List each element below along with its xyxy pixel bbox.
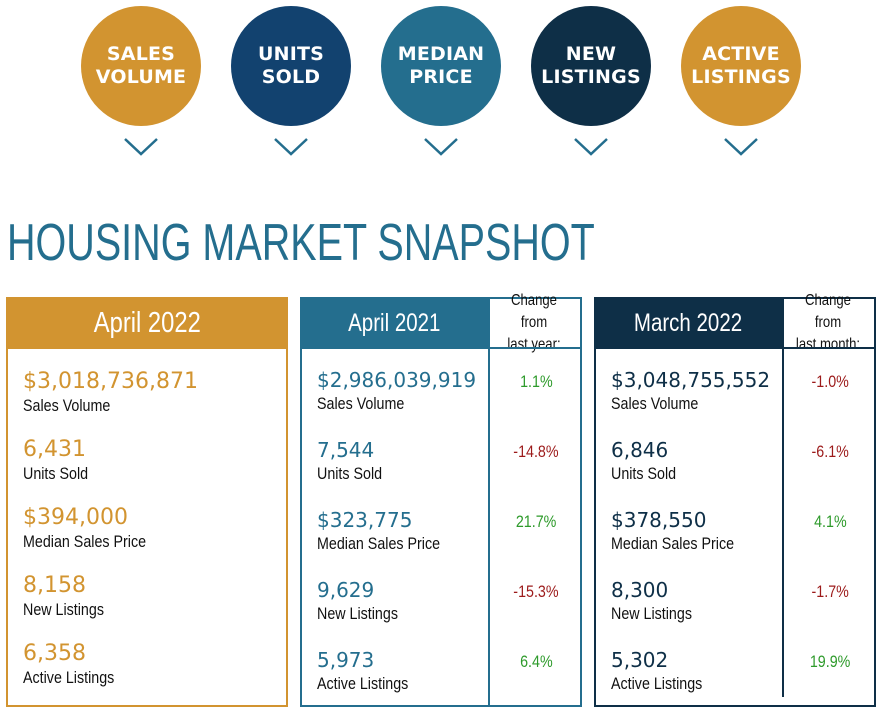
current-period-panel: April 2022 $3,018,736,871 Sales Volume 6…	[6, 297, 288, 707]
stat-label: New Listings	[611, 604, 692, 623]
column-divider	[782, 299, 784, 697]
change-units-sold: -6.1%	[784, 441, 876, 463]
prior-year-stat-active-listings: 5,973 Active Listings	[317, 647, 577, 707]
prior-year-panel: April 2021 Change from last year: $2,986…	[300, 292, 582, 707]
change-value: -6.1%	[811, 442, 849, 461]
chevron-down-icon	[123, 136, 159, 158]
prior-year-stat-new-listings: 9,629 New Listings	[317, 577, 577, 637]
change-units-sold: -14.8%	[490, 441, 582, 463]
stat-label: Active Listings	[611, 674, 703, 693]
change-value: 1.1%	[519, 372, 553, 391]
change-median-price: 4.1%	[784, 511, 876, 533]
prior-month-stat-new-listings: 8,300 New Listings	[611, 577, 871, 637]
change-sales-volume: -1.0%	[784, 371, 876, 393]
change-new-listings: -15.3%	[490, 581, 582, 603]
prior-month-stat-sales-volume: $3,048,755,552 Sales Volume	[611, 367, 871, 427]
stat-label: Median Sales Price	[23, 532, 147, 551]
category-circle: SALES VOLUME	[81, 6, 201, 126]
stat-value: 6,431	[23, 437, 86, 462]
stat-value: $378,550	[611, 508, 707, 532]
prior-month-period-label: March 2022	[633, 308, 743, 337]
stat-value: $394,000	[23, 505, 128, 530]
chevron-down-icon	[573, 136, 609, 158]
change-value: 6.4%	[519, 652, 553, 671]
chevron-down-icon	[273, 136, 309, 158]
chevron-down-icon	[423, 136, 459, 158]
change-value: 19.9%	[809, 652, 851, 671]
change-from-last-year-header: Change from last year:	[488, 292, 580, 353]
prior-month-stat-active-listings: 5,302 Active Listings	[611, 647, 871, 707]
stat-label: New Listings	[23, 600, 104, 619]
change-active-listings: 6.4%	[490, 651, 582, 673]
current-stat-sales-volume: $3,018,736,871 Sales Volume	[23, 369, 283, 429]
current-stat-active-listings: 6,358 Active Listings	[23, 641, 283, 701]
stat-value: 8,158	[23, 573, 86, 598]
category-median-price: MEDIAN PRICE	[381, 6, 503, 160]
change-value: 4.1%	[813, 512, 847, 531]
stat-label: Median Sales Price	[611, 534, 735, 553]
category-circle: MEDIAN PRICE	[381, 6, 501, 126]
category-circle: UNITS SOLD	[231, 6, 351, 126]
header-divider	[488, 347, 580, 349]
prior-year-stat-median-price: $323,775 Median Sales Price	[317, 507, 577, 567]
stat-value: 5,302	[611, 648, 669, 672]
chevron-down-icon	[723, 136, 759, 158]
stat-label: Active Listings	[23, 668, 115, 687]
stat-value: 5,973	[317, 648, 375, 672]
change-sales-volume: 1.1%	[490, 371, 582, 393]
stat-label: New Listings	[317, 604, 398, 623]
change-new-listings: -1.7%	[784, 581, 876, 603]
stat-value: 6,846	[611, 438, 669, 462]
stat-value: $3,018,736,871	[23, 369, 198, 394]
category-units-sold: UNITS SOLD	[231, 6, 353, 160]
stat-label: Units Sold	[23, 464, 89, 483]
stat-value: $3,048,755,552	[611, 368, 771, 392]
change-value: 21.7%	[515, 512, 557, 531]
category-active-listings: ACTIVE LISTINGS	[681, 6, 803, 160]
change-median-price: 21.7%	[490, 511, 582, 533]
prior-year-header: April 2021	[300, 297, 488, 349]
stat-value: $323,775	[317, 508, 413, 532]
prior-month-panel: March 2022 Change from last month: $3,04…	[594, 292, 876, 707]
stat-value: 9,629	[317, 578, 375, 602]
change-value: -1.7%	[811, 582, 849, 601]
current-stat-new-listings: 8,158 New Listings	[23, 573, 283, 633]
stat-label: Units Sold	[611, 464, 677, 483]
stat-label: Units Sold	[317, 464, 383, 483]
prior-month-header: March 2022	[594, 297, 782, 349]
current-period-header: April 2022	[6, 297, 288, 349]
category-circle: ACTIVE LISTINGS	[681, 6, 801, 126]
header-divider	[782, 347, 874, 349]
current-stat-median-price: $394,000 Median Sales Price	[23, 505, 283, 565]
category-circles: SALES VOLUME UNITS SOLD MEDIAN PRICE NEW…	[0, 0, 883, 160]
change-value: -1.0%	[811, 372, 849, 391]
category-circle: NEW LISTINGS	[531, 6, 651, 126]
prior-year-period-label: April 2021	[347, 308, 441, 337]
current-stat-units-sold: 6,431 Units Sold	[23, 437, 283, 497]
stat-value: 6,358	[23, 641, 86, 666]
stat-value: $2,986,039,919	[317, 368, 477, 392]
category-sales-volume: SALES VOLUME	[81, 6, 203, 160]
stat-value: 8,300	[611, 578, 669, 602]
change-from-last-month-header: Change from last month:	[782, 292, 874, 353]
stat-label: Median Sales Price	[317, 534, 441, 553]
change-value: -15.3%	[513, 582, 559, 601]
current-period-label: April 2022	[93, 306, 201, 339]
prior-month-stat-median-price: $378,550 Median Sales Price	[611, 507, 871, 567]
page-title: HOUSING MARKET SNAPSHOT	[7, 214, 595, 272]
stat-label: Active Listings	[317, 674, 409, 693]
prior-month-stat-units-sold: 6,846 Units Sold	[611, 437, 871, 497]
category-new-listings: NEW LISTINGS	[531, 6, 653, 160]
prior-year-stat-sales-volume: $2,986,039,919 Sales Volume	[317, 367, 577, 427]
change-active-listings: 19.9%	[784, 651, 876, 673]
stat-value: 7,544	[317, 438, 375, 462]
prior-year-stat-units-sold: 7,544 Units Sold	[317, 437, 577, 497]
column-divider	[488, 299, 490, 705]
stat-label: Sales Volume	[611, 394, 699, 413]
stat-label: Sales Volume	[23, 396, 111, 415]
change-value: -14.8%	[513, 442, 559, 461]
stat-label: Sales Volume	[317, 394, 405, 413]
